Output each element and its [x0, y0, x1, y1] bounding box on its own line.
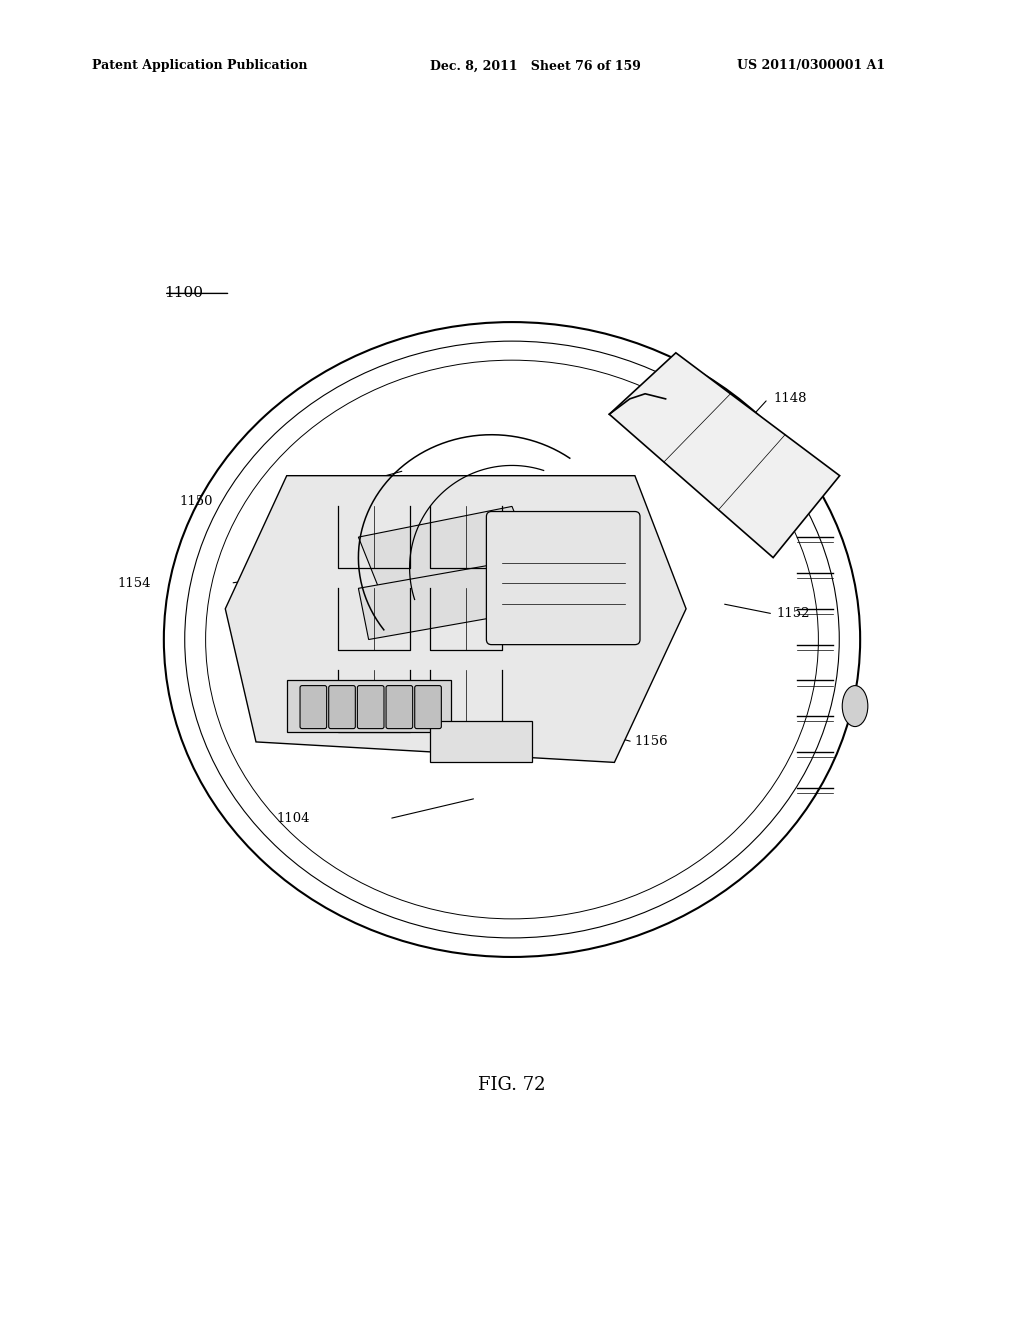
Polygon shape: [358, 507, 532, 589]
Text: Dec. 8, 2011   Sheet 76 of 159: Dec. 8, 2011 Sheet 76 of 159: [430, 59, 641, 73]
Polygon shape: [225, 475, 686, 763]
Text: FIG. 72: FIG. 72: [478, 1076, 546, 1094]
Polygon shape: [430, 722, 532, 763]
Text: 1104: 1104: [276, 812, 310, 825]
Text: 1152: 1152: [776, 607, 810, 620]
FancyBboxPatch shape: [329, 685, 355, 729]
FancyBboxPatch shape: [486, 512, 640, 644]
Text: US 2011/0300001 A1: US 2011/0300001 A1: [737, 59, 886, 73]
Text: 1150: 1150: [179, 495, 213, 508]
Text: 1156: 1156: [635, 735, 669, 748]
Polygon shape: [358, 557, 543, 639]
Text: 1154: 1154: [118, 577, 152, 590]
Polygon shape: [609, 352, 840, 557]
Ellipse shape: [842, 685, 867, 726]
FancyBboxPatch shape: [357, 685, 384, 729]
Ellipse shape: [164, 322, 860, 957]
FancyBboxPatch shape: [386, 685, 413, 729]
Text: Patent Application Publication: Patent Application Publication: [92, 59, 307, 73]
FancyBboxPatch shape: [300, 685, 327, 729]
Text: 1100: 1100: [164, 286, 203, 300]
FancyBboxPatch shape: [415, 685, 441, 729]
Polygon shape: [287, 681, 451, 731]
Text: 1148: 1148: [773, 392, 807, 405]
